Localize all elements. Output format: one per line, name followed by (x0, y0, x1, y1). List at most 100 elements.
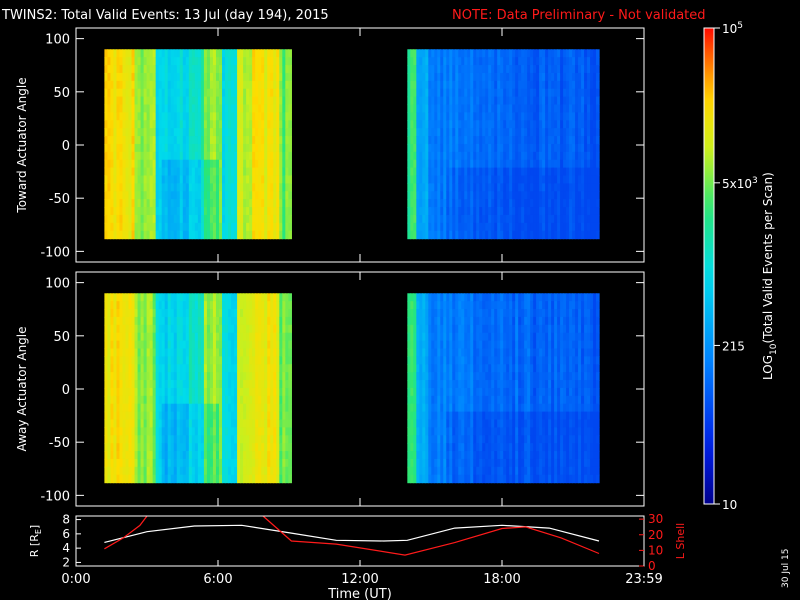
heatmap-cell (545, 136, 549, 145)
heatmap-cell (581, 136, 585, 145)
heatmap-cell (500, 151, 504, 161)
heatmap-cell (407, 49, 411, 58)
heatmap-cell (188, 411, 193, 421)
heatmap-cell (107, 332, 112, 342)
heatmap-cell (182, 72, 187, 82)
heatmap-cell (170, 80, 175, 90)
heatmap-cell (179, 191, 184, 200)
heatmap-cell (503, 230, 507, 240)
heatmap-cell (470, 151, 474, 161)
heatmap-cell (218, 128, 223, 137)
heatmap-cell (557, 57, 561, 66)
heatmap-cell (288, 120, 292, 129)
heatmap-cell (200, 214, 205, 224)
heatmap-cell (515, 88, 519, 98)
heatmap-cell (569, 230, 573, 240)
heatmap-cell (575, 175, 579, 184)
heatmap-cell (170, 435, 175, 444)
heatmap-cell (188, 309, 193, 318)
heatmap-cell (470, 57, 474, 66)
heatmap-cell (572, 191, 576, 200)
heatmap-cell (527, 72, 531, 82)
heatmap-cell (209, 120, 214, 129)
heatmap-cell (222, 395, 226, 405)
heatmap-cell (119, 458, 124, 468)
heatmap-cell (212, 458, 217, 468)
heatmap-cell (536, 143, 540, 153)
heatmap-cell (410, 435, 414, 444)
heatmap-cell (425, 443, 429, 452)
heatmap-cell (440, 451, 444, 460)
heatmap-cell (536, 222, 540, 232)
heatmap-cell (176, 104, 181, 113)
heatmap-cell (470, 167, 474, 177)
heatmap-cell (282, 207, 286, 216)
heatmap-cell (206, 395, 211, 405)
heatmap-cell (137, 104, 142, 113)
heatmap-cell (575, 191, 579, 200)
heatmap-cell (530, 96, 534, 106)
heatmap-cell (255, 466, 259, 476)
heatmap-cell (258, 332, 262, 342)
heatmap-cell (252, 356, 256, 365)
heatmap-cell (206, 435, 211, 444)
heatmap-cell (539, 175, 543, 184)
heatmap-cell (218, 316, 223, 326)
heatmap-cell (149, 474, 154, 484)
heatmap-cell (164, 348, 169, 357)
heatmap-cell (443, 364, 447, 373)
heatmap-cell (231, 112, 235, 121)
heatmap-cell (176, 199, 181, 208)
heatmap-cell (237, 348, 241, 357)
heatmap-cell (252, 395, 256, 405)
heatmap-cell (131, 143, 136, 153)
heatmap-cell (161, 199, 166, 208)
heatmap-cell (225, 112, 229, 121)
heatmap-cell (231, 474, 235, 484)
heatmap-cell (246, 403, 250, 413)
heatmap-cell (218, 72, 223, 82)
heatmap-cell (464, 104, 468, 113)
heatmap-cell (215, 214, 220, 224)
heatmap-cell (407, 411, 411, 421)
heatmap-cell (231, 387, 235, 397)
heatmap-cell (231, 301, 235, 310)
heatmap-cell (270, 332, 274, 342)
heatmap-cell (104, 411, 109, 421)
heatmap-cell (479, 183, 483, 192)
heatmap-cell (152, 324, 157, 334)
heatmap-cell (128, 120, 133, 129)
heatmap-cell (458, 120, 462, 129)
heatmap-cell (497, 214, 501, 224)
heatmap-cell (452, 191, 456, 200)
heatmap-cell (125, 474, 130, 484)
heatmap-cell (596, 104, 600, 113)
heatmap-cell (497, 183, 501, 192)
heatmap-cell (113, 435, 118, 444)
heatmap-cell (273, 419, 277, 428)
heatmap-cell (554, 151, 558, 161)
heatmap-cell (134, 451, 139, 460)
heatmap-cell (593, 104, 597, 113)
heatmap-cell (155, 451, 160, 460)
heatmap-cell (197, 96, 202, 106)
heatmap-cell (255, 474, 259, 484)
heatmap-cell (173, 474, 178, 484)
heatmap-cell (428, 80, 432, 90)
heatmap-cell (225, 324, 229, 334)
heatmap-cell (252, 451, 256, 460)
heatmap-cell (267, 104, 271, 113)
heatmap-cell (110, 395, 115, 405)
heatmap-cell (446, 49, 450, 58)
heatmap-cell (554, 230, 558, 240)
heatmap-cell (434, 293, 438, 302)
heatmap-cell (264, 104, 268, 113)
heatmap-cell (137, 309, 142, 318)
heatmap-cell (476, 120, 480, 129)
heatmap-cell (282, 458, 286, 468)
heatmap-cell (237, 372, 241, 381)
heatmap-cell (458, 364, 462, 373)
heatmap-cell (240, 364, 244, 373)
heatmap-cell (176, 332, 181, 342)
heatmap-cell (536, 167, 540, 177)
